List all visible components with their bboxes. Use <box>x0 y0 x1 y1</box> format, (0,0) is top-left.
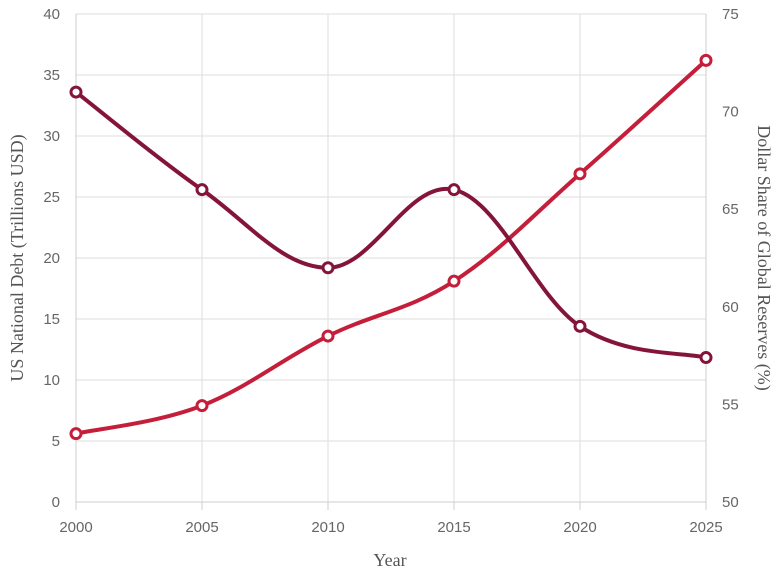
right-y-tick-label: 65 <box>722 201 739 218</box>
data-point-1 <box>699 53 713 67</box>
right-y-tick-label: 60 <box>722 299 739 316</box>
x-tick-label: 2010 <box>311 519 344 536</box>
right-y-tick-label: 70 <box>722 104 739 121</box>
data-point-1 <box>447 274 461 288</box>
data-point-2 <box>699 351 713 365</box>
x-axis-ticks: 2000 2005 2010 2015 2020 2025 <box>59 502 723 536</box>
grid <box>75 13 707 503</box>
series-line-2 <box>74 90 708 360</box>
left-y-tick-label: 20 <box>43 250 60 267</box>
data-point-1 <box>573 167 587 181</box>
data-point-2 <box>573 319 587 333</box>
right-y-tick-label: 75 <box>722 6 739 23</box>
right-y-axis-ticks: 50 55 60 65 70 75 <box>722 6 739 511</box>
data-point-2 <box>321 261 335 275</box>
left-y-tick-label: 40 <box>43 6 60 23</box>
left-y-axis-title: US National Debt (Trillions USD) <box>7 134 28 381</box>
left-y-tick-label: 0 <box>52 494 60 511</box>
data-point-2 <box>69 85 83 99</box>
left-y-axis-ticks: 0 5 10 15 20 25 30 35 40 <box>43 6 60 511</box>
data-point-1 <box>195 399 209 413</box>
data-point-2 <box>447 183 461 197</box>
x-tick-label: 2020 <box>563 519 596 536</box>
left-y-tick-label: 5 <box>52 433 60 450</box>
data-point-1 <box>321 329 335 343</box>
x-tick-label: 2000 <box>59 519 92 536</box>
x-tick-label: 2025 <box>689 519 722 536</box>
left-y-tick-label: 15 <box>43 311 60 328</box>
series-line-1 <box>74 58 708 436</box>
left-y-tick-label: 35 <box>43 67 60 84</box>
left-y-tick-label: 25 <box>43 189 60 206</box>
right-y-tick-label: 55 <box>722 396 739 413</box>
data-point-2 <box>195 183 209 197</box>
left-y-tick-label: 30 <box>43 128 60 145</box>
x-axis-title: Year <box>373 550 406 570</box>
right-y-axis-title: Dollar Share of Global Reserves (%) <box>753 125 774 390</box>
x-tick-label: 2015 <box>437 519 470 536</box>
x-tick-label: 2005 <box>185 519 218 536</box>
right-y-tick-label: 50 <box>722 494 739 511</box>
series-group <box>69 53 713 441</box>
left-y-tick-label: 10 <box>43 372 60 389</box>
data-point-1 <box>69 427 83 441</box>
